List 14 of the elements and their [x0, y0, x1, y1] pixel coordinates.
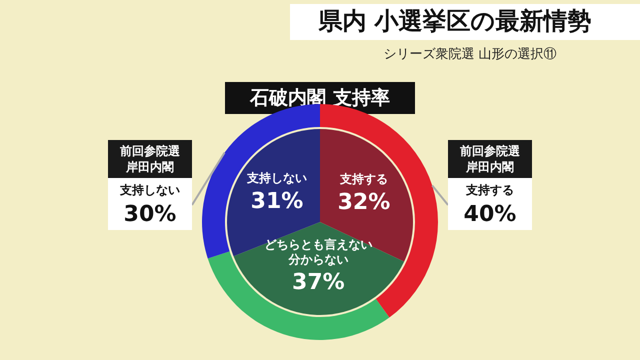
text: シリーズ衆院選 山形の選択⑪: [383, 47, 557, 62]
data-label: 40%: [464, 202, 516, 227]
data-label: 32%: [338, 190, 390, 216]
slice-label: 支持しない: [246, 170, 307, 185]
text: 県内 小選挙区の最新情勢: [317, 7, 592, 35]
slice-label: 前回参院選岸田内閣: [119, 144, 181, 174]
data-label: 31%: [250, 188, 304, 214]
slice-label: 支持しない: [119, 183, 180, 197]
slice-label: 支持する: [465, 183, 514, 197]
slice-label: どちらとも言えない分からない: [264, 237, 372, 266]
slice-label: 支持する: [338, 172, 388, 186]
data-label: 30%: [124, 202, 176, 227]
data-label: 37%: [292, 270, 345, 295]
text: 前回参院選岸田内閣: [460, 144, 520, 174]
